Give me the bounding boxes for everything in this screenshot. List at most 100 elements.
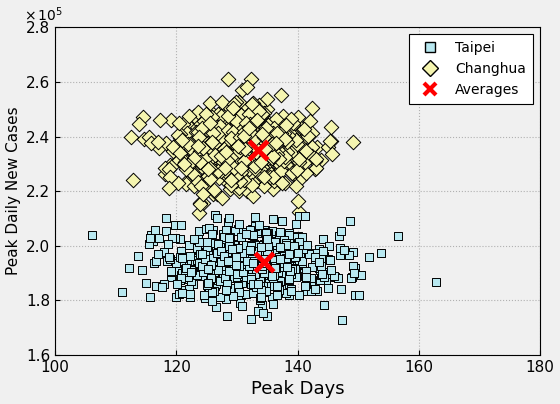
Point — [225, 151, 234, 157]
Point — [248, 231, 257, 238]
Point — [190, 171, 199, 178]
Point — [287, 270, 296, 277]
Point — [246, 259, 255, 266]
Point — [211, 117, 220, 124]
Y-axis label: Peak Daily New Cases: Peak Daily New Cases — [6, 107, 21, 276]
Point — [225, 136, 234, 142]
Point — [208, 262, 217, 268]
Point — [279, 236, 288, 243]
Point — [213, 110, 222, 117]
Point — [275, 156, 284, 162]
Point — [229, 250, 238, 257]
Point — [263, 231, 272, 238]
Point — [198, 200, 207, 206]
Point — [241, 253, 250, 259]
Point — [258, 265, 267, 272]
Point — [207, 141, 216, 147]
Point — [193, 270, 202, 276]
Point — [204, 166, 213, 173]
Point — [236, 143, 245, 150]
Point — [249, 124, 258, 130]
Point — [222, 109, 231, 116]
Point — [241, 231, 250, 237]
Point — [248, 193, 257, 199]
Point — [263, 242, 272, 248]
Point — [270, 249, 279, 256]
Point — [223, 253, 232, 260]
Point — [292, 149, 301, 155]
Point — [276, 257, 284, 264]
Point — [255, 149, 264, 156]
Point — [144, 133, 153, 140]
Point — [222, 150, 231, 156]
Point — [193, 271, 202, 278]
Point — [315, 266, 324, 273]
Point — [212, 137, 221, 143]
Point — [269, 152, 278, 158]
Point — [300, 270, 309, 276]
Point — [209, 129, 218, 136]
Point — [275, 258, 284, 265]
Point — [184, 269, 193, 276]
Point — [250, 271, 259, 278]
Point — [320, 274, 329, 281]
Point — [265, 174, 274, 181]
Point — [186, 291, 195, 297]
Point — [242, 160, 251, 166]
Point — [311, 286, 320, 292]
Point — [232, 263, 241, 269]
Point — [348, 262, 357, 269]
Point — [346, 275, 355, 282]
Point — [227, 131, 236, 138]
Point — [213, 144, 222, 151]
Point — [195, 142, 204, 149]
Point — [245, 276, 254, 282]
Point — [226, 170, 235, 177]
Point — [259, 288, 268, 295]
Point — [200, 295, 209, 301]
Point — [245, 276, 254, 282]
Point — [202, 147, 211, 153]
Point — [200, 252, 209, 259]
Point — [222, 166, 231, 173]
Point — [291, 155, 300, 162]
Point — [193, 151, 202, 158]
Point — [248, 226, 257, 232]
Point — [216, 250, 225, 257]
Point — [276, 162, 284, 168]
Point — [277, 245, 286, 251]
Point — [176, 271, 185, 278]
Point — [201, 258, 210, 264]
X-axis label: Peak Days: Peak Days — [251, 381, 344, 398]
Point — [174, 179, 183, 186]
Point — [249, 100, 258, 106]
Point — [230, 165, 239, 172]
Point — [161, 164, 170, 171]
Point — [260, 269, 269, 275]
Point — [249, 248, 258, 254]
Point — [187, 278, 196, 284]
Point — [272, 130, 281, 136]
Point — [335, 252, 344, 259]
Point — [239, 273, 248, 279]
Point — [288, 171, 297, 177]
Point — [225, 172, 234, 178]
Point — [138, 114, 147, 121]
Point — [376, 250, 385, 256]
Point — [221, 164, 230, 171]
Point — [248, 260, 257, 266]
Point — [188, 167, 197, 173]
Point — [225, 153, 234, 159]
Point — [263, 249, 272, 256]
Point — [212, 142, 221, 148]
Point — [193, 254, 202, 260]
Point — [258, 171, 267, 178]
Point — [183, 130, 192, 136]
Point — [196, 159, 205, 165]
Point — [208, 191, 217, 198]
Point — [285, 251, 294, 258]
Point — [265, 257, 274, 263]
Point — [266, 152, 275, 159]
Point — [185, 156, 194, 162]
Point — [257, 166, 266, 172]
